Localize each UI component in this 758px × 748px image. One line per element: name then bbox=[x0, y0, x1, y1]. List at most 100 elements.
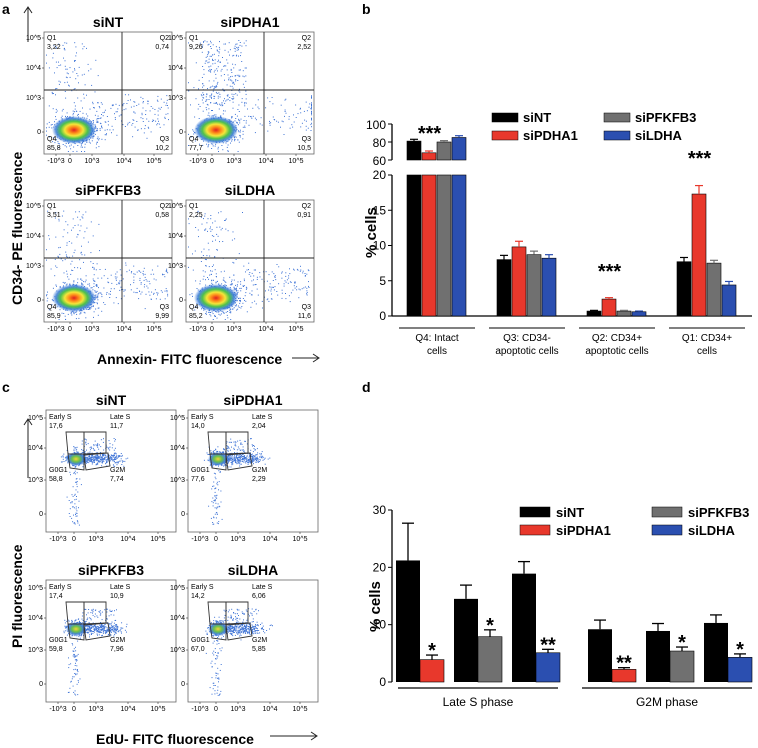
bar-siLDHA bbox=[541, 257, 557, 317]
panel-a-y-tick-label: 10^5 bbox=[26, 203, 41, 210]
panel-a-x-tick-label: 10^3 bbox=[227, 326, 242, 333]
panel-c-density-core bbox=[208, 622, 228, 636]
legend-swatch-siLDHA bbox=[603, 130, 631, 141]
late-s-label: Late S bbox=[252, 414, 273, 421]
panel-c-y-axis-title: PI fluorescence bbox=[9, 544, 25, 648]
panel-a-y-axis-title: CD34- PE fluorescence bbox=[9, 152, 25, 305]
gate-g2m bbox=[83, 622, 111, 641]
g0g1-value: 67,0 bbox=[191, 646, 205, 653]
panel-c-x-tick-label: 10^4 bbox=[263, 536, 278, 543]
panel-c-y-tick-label: 0 bbox=[39, 681, 43, 688]
panel-a-x-tick-label: -10^3 bbox=[47, 326, 64, 333]
panel-c-x-arrow bbox=[270, 731, 318, 741]
panel-d-y-axis-label: % cells bbox=[367, 581, 384, 632]
bar-siNT bbox=[496, 259, 512, 317]
q1-value: 9,26 bbox=[189, 44, 203, 51]
panel-b-y-tick-label: 15 bbox=[373, 203, 387, 217]
g2m-value: 7,96 bbox=[110, 646, 124, 653]
q3-value: 10,2 bbox=[155, 145, 169, 152]
panel-b-y-tick-label: 5 bbox=[379, 274, 386, 288]
q2-value: 2,52 bbox=[297, 44, 311, 51]
panel-d-group-label: G2M phase bbox=[636, 695, 698, 709]
panel-a-plots: siNT Q1 3,22 Q2 0,74 Q4 85,8 Q3 10,2 10^5 10^4 10^3… bbox=[26, 14, 315, 333]
panel-c-plot-title: siNT bbox=[96, 392, 127, 408]
panel-d-group-label: Late S phase bbox=[443, 695, 514, 709]
panel-a-plot-title: siPDHA1 bbox=[220, 14, 279, 30]
panel-c-x-tick-label: -10^3 bbox=[191, 536, 208, 543]
q1-value: 3,22 bbox=[47, 44, 61, 51]
q1-value: 2,25 bbox=[189, 212, 203, 219]
significance-stars: * bbox=[678, 632, 686, 654]
panel-a-y-tick-label: 10^3 bbox=[168, 263, 183, 270]
q4-label: Q4 bbox=[189, 304, 198, 311]
legend-swatch-siPFKFB3 bbox=[603, 112, 631, 123]
panel-b-category-label: apoptotic cells bbox=[585, 346, 648, 357]
q1-label: Q1 bbox=[47, 203, 56, 210]
panel-a-x-tick-label: 10^5 bbox=[289, 158, 304, 165]
g0g1-label: G0G1 bbox=[49, 637, 68, 644]
q2-label: Q2 bbox=[302, 203, 311, 210]
panel-a-y-tick-label: 10^4 bbox=[168, 233, 183, 240]
panel-c-x-tick-label: 10^4 bbox=[121, 536, 136, 543]
panel-c-y-tick-label: 0 bbox=[39, 511, 43, 518]
panel-c-plot-sipfkfb3: siPFKFB3 Early S 17,4 Late S 10,9 G0G1 59,8 G2M… bbox=[28, 562, 177, 713]
q4-label: Q4 bbox=[47, 136, 56, 143]
q3-label: Q3 bbox=[302, 304, 311, 311]
panel-a-x-tick-label: 0 bbox=[210, 158, 214, 165]
bar-siLDHA-upper bbox=[451, 137, 467, 161]
panel-c-y-tick-label: 0 bbox=[181, 511, 185, 518]
q4-value: 85,2 bbox=[189, 313, 203, 320]
panel-c-x-tick-label: 10^3 bbox=[231, 536, 246, 543]
panel-c-density-core bbox=[66, 452, 86, 466]
panel-c-x-axis-title: EdU- FITC fluorescence bbox=[96, 731, 254, 747]
q2-label: Q2 bbox=[160, 203, 169, 210]
g2m-label: G2M bbox=[110, 467, 125, 474]
bar-siPDHA1 bbox=[601, 298, 617, 317]
panel-c-plot-title: siPFKFB3 bbox=[78, 562, 144, 578]
panel-b-category-label: Q4: Intact bbox=[415, 333, 459, 344]
panel-a-y-tick-label: 10^5 bbox=[168, 203, 183, 210]
panel-a-y-tick-label: 10^3 bbox=[168, 95, 183, 102]
panel-b-category-label: Q1: CD34+ bbox=[682, 333, 732, 344]
panel-b-category-label: cells bbox=[697, 346, 717, 357]
panel-c-x-tick-label: -10^3 bbox=[191, 706, 208, 713]
panel-c-plot-title: siPDHA1 bbox=[223, 392, 282, 408]
bar-siLDHA bbox=[727, 657, 753, 683]
g2m-label: G2M bbox=[252, 637, 267, 644]
q4-value: 77,7 bbox=[189, 145, 203, 152]
panel-a-x-tick-label: 10^4 bbox=[117, 326, 132, 333]
panel-c-y-tick-label: 10^3 bbox=[28, 647, 43, 654]
significance-stars: ** bbox=[616, 653, 632, 675]
panel-letter-d: d bbox=[362, 379, 371, 395]
legend-label-siNT: siNT bbox=[556, 505, 584, 520]
panel-d-y-tick-label: 0 bbox=[379, 675, 386, 689]
legend-swatch-siNT bbox=[519, 506, 551, 518]
panel-a-x-tick-label: 10^3 bbox=[85, 158, 100, 165]
bar-siNT-lower bbox=[406, 174, 422, 317]
panel-c-x-tick-label: 10^3 bbox=[89, 536, 104, 543]
q3-label: Q3 bbox=[302, 136, 311, 143]
panel-c-y-tick-label: 10^5 bbox=[28, 585, 43, 592]
g0g1-label: G0G1 bbox=[191, 637, 210, 644]
panel-c-x-tick-label: 10^5 bbox=[293, 536, 308, 543]
gate-g2m bbox=[225, 622, 253, 641]
q4-label: Q4 bbox=[189, 136, 198, 143]
panel-a-y-tick-label: 0 bbox=[179, 129, 183, 136]
g2m-label: G2M bbox=[252, 467, 267, 474]
bar-siLDHA-lower bbox=[451, 174, 467, 317]
panel-a-y-tick-label: 0 bbox=[179, 297, 183, 304]
panel-c-x-tick-label: 0 bbox=[72, 536, 76, 543]
late-s-value: 11,7 bbox=[110, 423, 123, 430]
panel-c-y-tick-label: 0 bbox=[181, 681, 185, 688]
panel-d-y-tick-label: 20 bbox=[373, 560, 387, 574]
legend-label-siNT: siNT bbox=[523, 110, 551, 125]
panel-letter-c: c bbox=[2, 379, 10, 395]
g0g1-value: 58,8 bbox=[49, 476, 63, 483]
panel-c-density-core bbox=[208, 452, 228, 466]
late-s-value: 10,9 bbox=[110, 593, 124, 600]
q2-value: 0,58 bbox=[155, 212, 169, 219]
panel-letter-a: a bbox=[2, 1, 10, 17]
panel-a-x-tick-label: 10^5 bbox=[147, 326, 162, 333]
bar-siPDHA1 bbox=[691, 193, 707, 317]
panel-c-y-tick-label: 10^4 bbox=[28, 615, 43, 622]
